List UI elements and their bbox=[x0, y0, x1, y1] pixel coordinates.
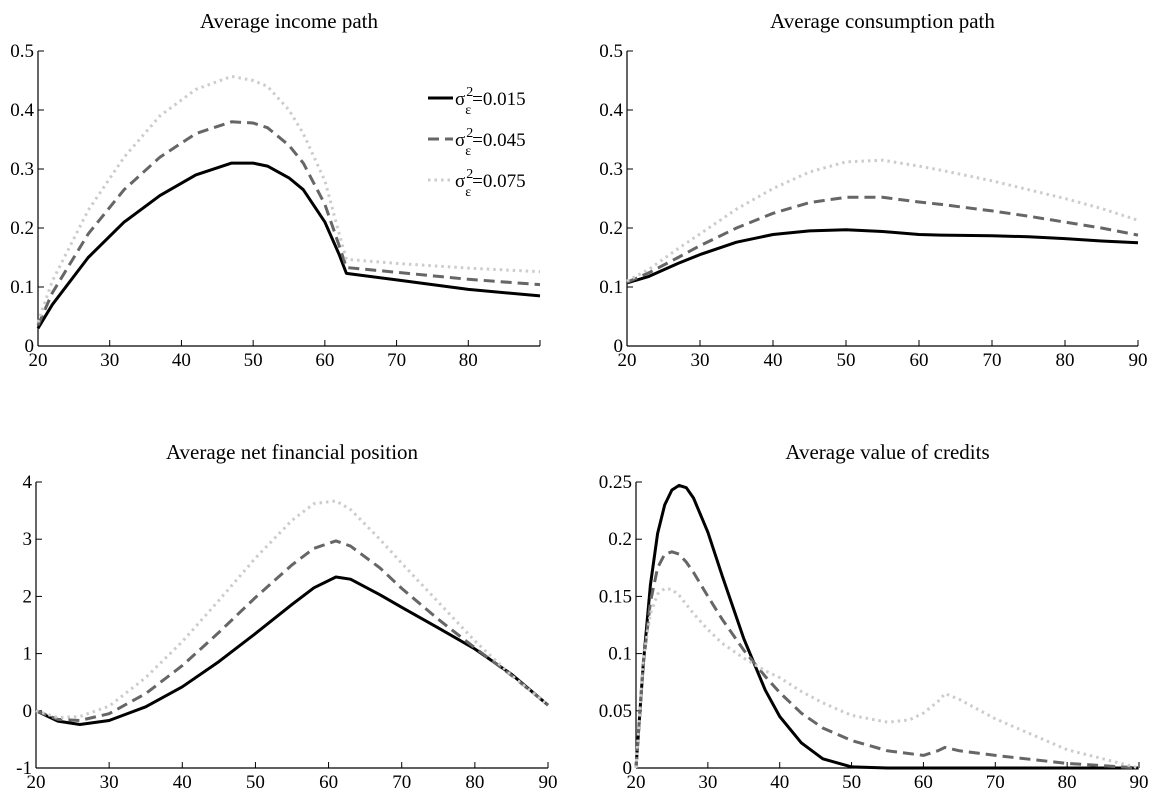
x-tick-label: 80 bbox=[465, 772, 484, 793]
y-tick-label: 0.4 bbox=[599, 100, 623, 121]
x-tick-label: 30 bbox=[691, 350, 710, 371]
y-tick-label: 0.1 bbox=[608, 644, 632, 665]
series-line-2 bbox=[36, 120, 541, 327]
series-line-2 bbox=[626, 195, 1139, 284]
chart-panel-1: Average income path 0 0.1 0.2 0.3 0.4 0.5 20 30 4… bbox=[10, 9, 541, 371]
x-tick-label: 40 bbox=[764, 350, 783, 371]
x-tick-label: 70 bbox=[392, 772, 411, 793]
y-tick-label: 0.2 bbox=[608, 529, 632, 550]
x-tick-label: 60 bbox=[914, 772, 933, 793]
series-line-3 bbox=[626, 158, 1139, 283]
series-line-1 bbox=[36, 161, 541, 330]
y-tick-label: 0.4 bbox=[10, 100, 34, 121]
y-tick-label: 0.1 bbox=[599, 277, 623, 298]
x-tick-label: 50 bbox=[244, 350, 263, 371]
x-tick-label: 30 bbox=[698, 772, 717, 793]
x-tick-label: 40 bbox=[770, 772, 789, 793]
y-tick-label: 3 bbox=[23, 529, 33, 550]
x-tick-label: 20 bbox=[29, 350, 48, 371]
series-line-1 bbox=[634, 483, 1139, 770]
x-tick-label: 30 bbox=[100, 772, 119, 793]
x-tick-label: 70 bbox=[986, 772, 1005, 793]
chart-panel-4: Average value of credits 0 0.05 0.1 0.15 0.2 0… bbox=[599, 440, 1149, 793]
y-tick-label: 0 bbox=[614, 336, 624, 357]
series-line-3 bbox=[35, 499, 549, 720]
chart-panel-3: Average net financial position -1 0 1 2 3 4 20 3… bbox=[16, 440, 557, 793]
legend: σ2 ε=0.015 σ2 ε=0.045 σ2 ε=0.075 bbox=[428, 85, 526, 200]
x-tick-label: 60 bbox=[910, 350, 929, 371]
y-tick-label: 0 bbox=[23, 701, 33, 722]
chart-title: Average consumption path bbox=[770, 9, 995, 33]
x-tick-label: 70 bbox=[983, 350, 1002, 371]
y-tick-label: 0 bbox=[623, 758, 633, 779]
legend-label: σ2 ε=0.015 bbox=[455, 85, 526, 118]
chart-title: Average net financial position bbox=[166, 440, 419, 464]
series-line-2 bbox=[35, 539, 549, 722]
y-tick-label: 0.1 bbox=[10, 277, 34, 298]
y-tick-label: 0.3 bbox=[599, 159, 623, 180]
y-tick-label: 0.3 bbox=[10, 159, 34, 180]
y-tick-label: 0.5 bbox=[599, 41, 623, 62]
chart-title: Average value of credits bbox=[785, 440, 989, 464]
y-tick-label: 1 bbox=[23, 644, 33, 665]
x-tick-label: 80 bbox=[1056, 350, 1075, 371]
x-tick-label: 50 bbox=[837, 350, 856, 371]
x-tick-label: 20 bbox=[618, 350, 637, 371]
legend-label: σ2 ε=0.075 bbox=[455, 167, 526, 200]
x-tick-label: 60 bbox=[319, 772, 338, 793]
y-tick-label: 0.25 bbox=[599, 472, 632, 493]
y-tick-label: 0.5 bbox=[10, 41, 34, 62]
chart-panel-2: Average consumption path 0 0.1 0.2 0.3 0.4 0.5… bbox=[599, 9, 1147, 371]
x-tick-label: 80 bbox=[459, 350, 478, 371]
x-tick-label: 20 bbox=[627, 772, 646, 793]
y-tick-label: 0 bbox=[25, 336, 35, 357]
series-line-2 bbox=[634, 550, 1140, 770]
x-tick-label: 50 bbox=[842, 772, 861, 793]
x-tick-label: 60 bbox=[315, 350, 334, 371]
x-tick-label: 40 bbox=[173, 772, 192, 793]
y-tick-label: 2 bbox=[23, 586, 33, 607]
y-tick-label: 4 bbox=[23, 472, 33, 493]
y-tick-label: 0.2 bbox=[599, 218, 623, 239]
x-tick-label: 20 bbox=[27, 772, 46, 793]
legend-label: σ2 ε=0.045 bbox=[455, 126, 526, 159]
x-tick-label: 90 bbox=[1130, 772, 1149, 793]
x-tick-label: 70 bbox=[387, 350, 406, 371]
x-tick-label: 90 bbox=[1129, 350, 1148, 371]
x-tick-label: 30 bbox=[100, 350, 119, 371]
x-tick-label: 90 bbox=[539, 772, 558, 793]
chart-title: Average income path bbox=[200, 9, 379, 33]
x-tick-label: 40 bbox=[172, 350, 191, 371]
x-tick-label: 80 bbox=[1058, 772, 1077, 793]
y-tick-label: 0.2 bbox=[10, 218, 34, 239]
x-tick-label: 50 bbox=[246, 772, 265, 793]
y-tick-label: 0.05 bbox=[599, 701, 632, 722]
series-line-1 bbox=[35, 575, 549, 726]
series-line-3 bbox=[634, 586, 1140, 770]
series-line-1 bbox=[626, 228, 1139, 285]
y-tick-label: -1 bbox=[16, 758, 32, 779]
y-tick-label: 0.15 bbox=[599, 586, 632, 607]
